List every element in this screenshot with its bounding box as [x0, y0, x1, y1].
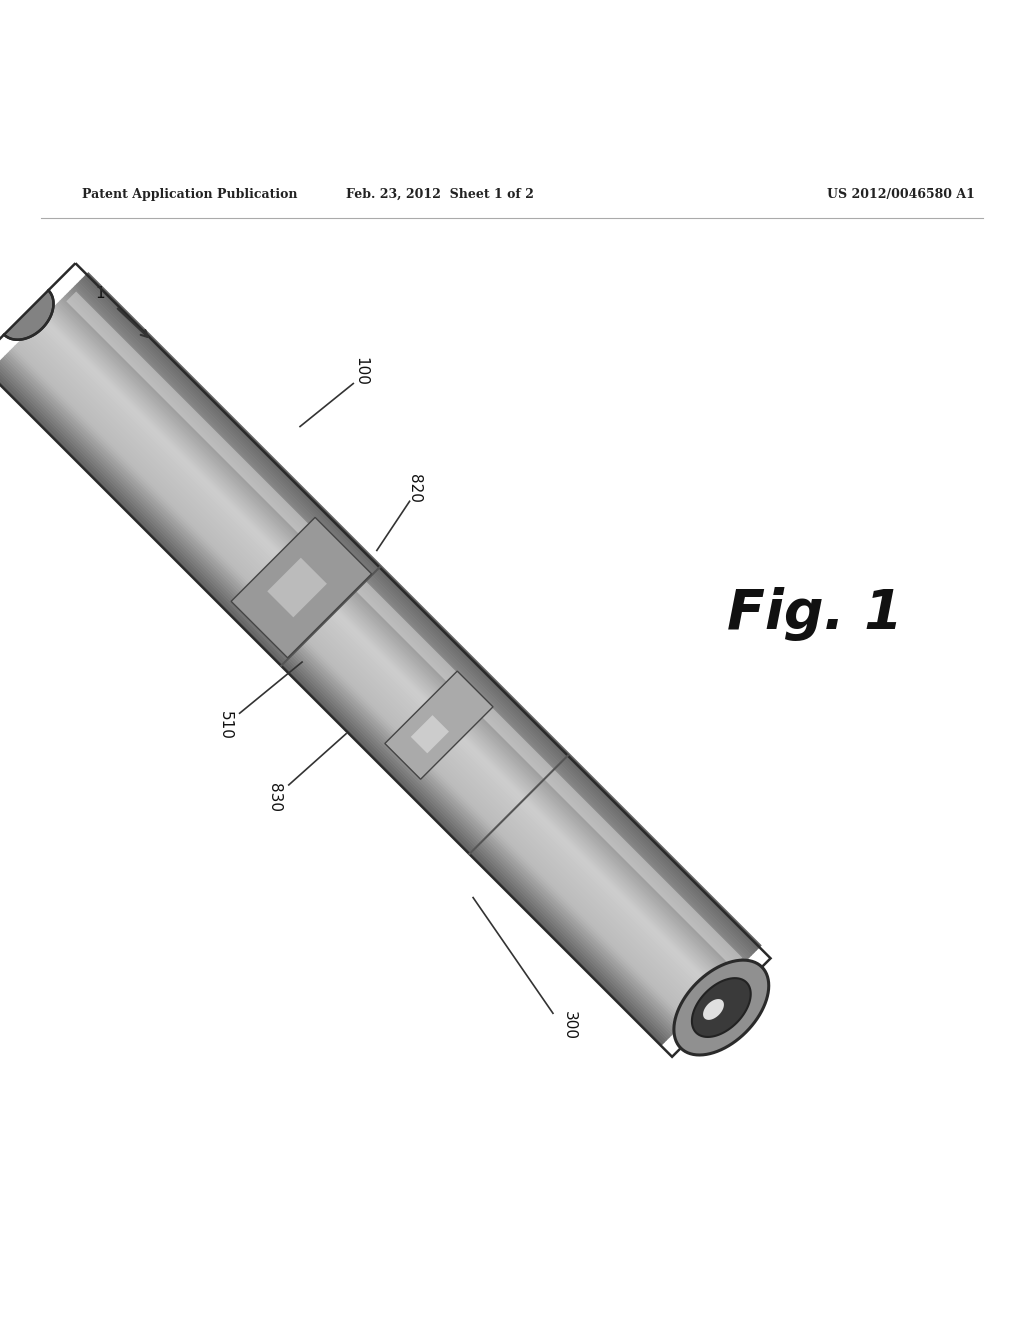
Polygon shape — [83, 276, 759, 950]
Polygon shape — [62, 296, 738, 970]
Text: 1: 1 — [95, 286, 105, 301]
Polygon shape — [411, 715, 449, 754]
Polygon shape — [70, 289, 745, 964]
Polygon shape — [231, 517, 372, 657]
Polygon shape — [16, 342, 691, 1018]
Polygon shape — [65, 294, 740, 969]
Text: 830: 830 — [267, 783, 282, 812]
Polygon shape — [56, 302, 732, 978]
Polygon shape — [67, 292, 741, 968]
Polygon shape — [41, 317, 717, 993]
Polygon shape — [9, 348, 685, 1024]
Text: 300: 300 — [562, 1011, 577, 1040]
Polygon shape — [11, 347, 687, 1023]
Polygon shape — [73, 285, 749, 961]
Polygon shape — [43, 315, 719, 991]
Polygon shape — [22, 337, 696, 1012]
Polygon shape — [4, 354, 680, 1030]
Polygon shape — [53, 305, 728, 981]
Polygon shape — [0, 366, 669, 1041]
Polygon shape — [13, 346, 688, 1020]
Text: Fig. 1: Fig. 1 — [727, 587, 903, 642]
Text: 820: 820 — [408, 474, 422, 503]
Text: Feb. 23, 2012  Sheet 1 of 2: Feb. 23, 2012 Sheet 1 of 2 — [346, 187, 535, 201]
Polygon shape — [0, 359, 675, 1035]
Polygon shape — [49, 309, 725, 985]
Polygon shape — [75, 284, 750, 960]
Polygon shape — [61, 297, 736, 973]
Polygon shape — [85, 273, 760, 949]
Polygon shape — [80, 279, 755, 954]
Text: US 2012/0046580 A1: US 2012/0046580 A1 — [827, 187, 975, 201]
Polygon shape — [4, 290, 53, 339]
Polygon shape — [0, 371, 664, 1045]
Polygon shape — [40, 318, 715, 994]
Polygon shape — [703, 999, 724, 1020]
Polygon shape — [76, 282, 752, 957]
Polygon shape — [23, 335, 698, 1011]
Polygon shape — [692, 978, 751, 1038]
Polygon shape — [674, 960, 769, 1055]
Polygon shape — [51, 308, 727, 982]
Polygon shape — [81, 277, 757, 953]
Polygon shape — [1, 358, 677, 1032]
Polygon shape — [19, 339, 695, 1014]
Polygon shape — [68, 290, 743, 966]
Polygon shape — [67, 292, 742, 968]
Polygon shape — [0, 367, 667, 1043]
Polygon shape — [46, 312, 722, 987]
Polygon shape — [28, 330, 703, 1006]
Polygon shape — [72, 286, 746, 962]
Polygon shape — [14, 343, 690, 1019]
Polygon shape — [54, 304, 730, 979]
Polygon shape — [59, 298, 735, 974]
Polygon shape — [0, 360, 674, 1036]
Polygon shape — [0, 362, 672, 1038]
Polygon shape — [48, 310, 723, 986]
Polygon shape — [0, 368, 665, 1044]
Polygon shape — [25, 334, 700, 1010]
Polygon shape — [86, 272, 762, 948]
Polygon shape — [6, 352, 682, 1027]
Polygon shape — [385, 671, 493, 779]
Polygon shape — [38, 321, 714, 995]
Polygon shape — [267, 557, 327, 618]
Polygon shape — [45, 314, 720, 989]
Text: 100: 100 — [353, 356, 368, 385]
Polygon shape — [30, 329, 705, 1005]
Polygon shape — [31, 327, 707, 1002]
Polygon shape — [8, 351, 683, 1026]
Polygon shape — [0, 364, 670, 1039]
Text: Patent Application Publication: Patent Application Publication — [82, 187, 297, 201]
Polygon shape — [35, 323, 710, 999]
Text: 510: 510 — [218, 711, 232, 741]
Polygon shape — [3, 355, 678, 1031]
Polygon shape — [58, 301, 733, 975]
Polygon shape — [33, 326, 709, 1001]
Polygon shape — [36, 322, 712, 998]
Polygon shape — [78, 280, 754, 956]
Polygon shape — [17, 341, 693, 1016]
Polygon shape — [27, 333, 701, 1007]
